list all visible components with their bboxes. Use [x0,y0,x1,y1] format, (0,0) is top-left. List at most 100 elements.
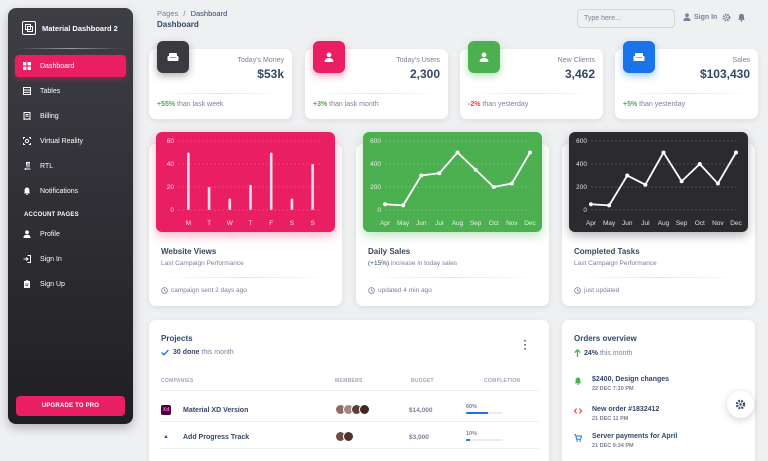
x-tick-label: Apr [380,220,391,227]
daily-sales-chart-svg: 0 200 400 600 Apr May Jun Jul Aug Sep Oct Nov Dec [370,138,536,227]
data-point [643,182,648,187]
sidebar-divider [18,48,123,49]
person-icon [324,52,334,62]
sidebar-item-sign-in[interactable]: Sign In [15,248,126,270]
sidebar-item-dashboard[interactable]: Dashboard [15,55,126,77]
stat-title: Sales [732,57,750,64]
receipt-icon [23,112,31,120]
bar [311,164,314,210]
data-point [509,181,514,186]
x-tick-label: Jul [435,220,444,227]
completed-tasks-chart-svg: 0 200 400 600 Apr May Jun Jul Aug Sep Oct Nov Dec [576,138,742,227]
sidebar-item-sign-up[interactable]: Sign Up [15,273,126,295]
stat-icon-box [623,41,655,73]
table-row[interactable]: ▲ Add Progress Track $3,000 10% [149,426,549,453]
budget-value: $3,000 [409,434,429,441]
stat-card-todays-users: Today's Users 2,300 +3% than lask month [305,41,448,119]
x-tick-label: May [397,220,410,227]
stat-footer: +55% than lask week [157,101,223,108]
brand-logo-icon [22,21,36,35]
y-tick-label: 20 [167,184,175,191]
company-name: Add Progress Track [183,434,250,441]
table-icon [23,87,31,95]
completion-label: 10% [466,431,478,437]
avatar[interactable] [343,431,354,442]
x-tick-label: F [269,220,273,227]
data-point [734,150,738,155]
table-row[interactable]: Xd Material XD Version $14,000 60% [149,399,549,426]
x-tick-label: S [290,220,295,227]
more-vert-icon[interactable]: · · · [523,336,527,355]
search-input[interactable] [577,9,675,28]
x-tick-label: Jul [641,220,650,227]
orders-summary: 24% this month [574,349,632,357]
bar [228,198,232,210]
chart-divider [159,277,332,278]
data-point [661,150,666,155]
login-icon [23,255,31,263]
x-tick-label: Oct [695,220,705,227]
sidebar-item-virtual-reality[interactable]: Virtual Reality [15,130,126,152]
stat-change: +3% [313,101,328,108]
stat-divider [313,93,440,94]
notifications-icon [23,187,31,195]
sidebar-item-rtl[interactable]: RTL [15,155,126,177]
orders-overview-card: Orders overview 24% this month $2400, De… [562,320,755,461]
sidebar-item-label: Sign In [40,255,62,263]
notifications-icon[interactable] [737,13,746,22]
data-point [401,203,406,208]
sidebar-item-notifications[interactable]: Notifications [15,180,126,202]
chart-subtitle: Last Campaign Performance [161,260,244,267]
x-tick-label: Dec [730,220,742,227]
sign-in-link[interactable]: Sign In [683,13,717,21]
sidebar-item-label: Virtual Reality [40,137,84,145]
x-tick-label: Sep [470,220,482,227]
stat-change-label: than yesterday [637,101,686,108]
bar [187,152,190,210]
stat-footer: +3% than lask month [313,101,379,108]
schedule-icon [161,287,168,294]
stat-card-sales: Sales $103,430 +5% than yesterday [615,41,758,119]
breadcrumb-root-link[interactable]: Pages [157,9,179,18]
timeline-date: 21 DEC 9:34 PM [592,443,634,449]
bar [249,184,252,210]
daily-sales-chart: 0 200 400 600 Apr May Jun Jul Aug Sep Oct Nov Dec [363,132,542,232]
settings-icon[interactable] [722,13,731,22]
table-divider [159,421,539,422]
y-tick-label: 0 [583,207,587,214]
company-name: Material XD Version [183,407,249,414]
stat-card-new-clients: New Clients 3,462 -2% than yesterday [460,41,603,119]
x-tick-label: Aug [658,220,670,227]
weekend-icon [633,53,645,61]
sidebar-item-profile[interactable]: Profile [15,223,126,245]
brand[interactable]: Material Dashboard 2 [8,8,133,48]
breadcrumb: Pages / Dashboard [157,9,227,18]
sidebar-item-label: Tables [40,87,61,95]
upgrade-to-pro-button[interactable]: UPGRADE TO PRO [16,396,125,416]
x-tick-label: Sep [676,220,688,227]
sidebar-item-billing[interactable]: Billing [15,105,126,127]
configurator-button[interactable] [727,391,754,418]
notifications-icon [574,377,582,385]
x-tick-label: Jun [416,220,427,227]
chart-footer: campaign sent 2 days ago [161,287,247,294]
chart-footer-text: updated 4 min ago [378,287,432,294]
person-icon [23,230,31,238]
y-tick-label: 400 [370,161,381,168]
company-logo-icon: Xd [161,405,171,415]
series-line [590,151,737,207]
data-point [625,173,630,178]
projects-card: Projects 30 done this month · · · COMPANIE… [149,320,549,461]
chart-title: Website Views [161,247,217,256]
chart-subtitle: Last Campaign Performance [574,260,657,267]
sidebar-item-tables[interactable]: Tables [15,80,126,102]
data-point [589,202,593,207]
sidebar-item-label: RTL [40,162,54,170]
website-views-chart-svg: 0 20 40 60 M T W T F S S [167,138,323,227]
avatar[interactable] [359,404,370,415]
x-tick-label: Dec [524,220,536,227]
projects-summary: 30 done this month [161,349,234,356]
x-tick-label: Jun [622,220,633,227]
sign-in-label: Sign In [694,13,718,21]
schedule-icon [574,287,581,294]
